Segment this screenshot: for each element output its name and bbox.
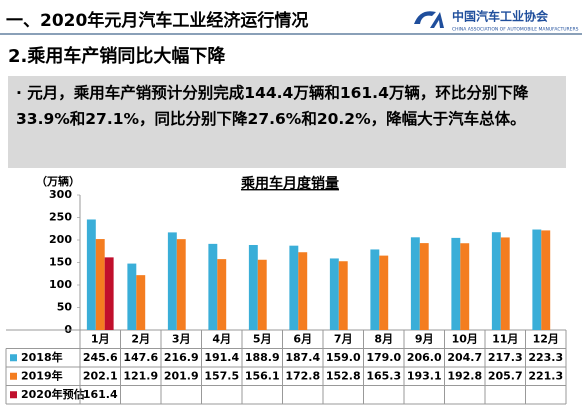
bar (451, 237, 461, 330)
table-value: 147.6 (123, 351, 158, 364)
table-value: 191.4 (204, 351, 239, 364)
bar (136, 275, 146, 330)
bar (532, 229, 542, 330)
table-value: 188.9 (245, 351, 280, 364)
bar (298, 252, 308, 330)
y-tick-label: 50 (57, 301, 73, 314)
legend-swatch (10, 354, 17, 362)
bar (86, 219, 96, 330)
x-tick-label: 6月 (293, 332, 312, 345)
x-tick-label: 1月 (91, 332, 110, 345)
table-value: 201.9 (164, 369, 199, 382)
x-tick-label: 9月 (415, 332, 434, 345)
table-value: 204.7 (447, 351, 482, 364)
bar (419, 243, 429, 330)
table-value: 157.5 (204, 369, 239, 382)
table-value: 206.0 (407, 351, 442, 364)
table-value: 172.8 (285, 369, 320, 382)
bar (248, 244, 258, 330)
x-tick-label: 8月 (374, 332, 393, 345)
x-tick-label: 3月 (172, 332, 191, 345)
x-tick-label: 5月 (253, 332, 272, 345)
table-value: 245.6 (83, 351, 118, 364)
bar (460, 243, 470, 330)
y-tick-label: 250 (49, 211, 72, 224)
table-value: 205.7 (488, 369, 523, 382)
table-value: 223.3 (528, 351, 563, 364)
slide-title: 一、2020年元月汽车工业经济运行情况 (6, 11, 309, 31)
table-value: 165.3 (366, 369, 401, 382)
legend-label: 2019年 (21, 368, 63, 382)
y-tick-label: 300 (49, 188, 72, 201)
x-tick-label: 12月 (533, 332, 559, 345)
divider (0, 33, 582, 35)
bar (289, 245, 299, 330)
bullet: · (16, 84, 28, 102)
table-value: 179.0 (366, 351, 401, 364)
bar (541, 230, 551, 330)
bar (104, 257, 114, 330)
table-value: 121.9 (123, 369, 158, 382)
x-tick-label: 4月 (212, 332, 231, 345)
chart: 乘用车月度销量 （万辆） 0501001502002503001月2月3月4月5… (5, 174, 567, 405)
legend-swatch (10, 372, 17, 380)
logo-mark (414, 11, 444, 28)
table-value: 152.8 (326, 369, 361, 382)
table-value: 216.9 (164, 351, 199, 364)
logo: 中国汽车工业协会 CHINA ASSOCIATION OF AUTOMOBILE… (414, 9, 579, 33)
x-tick-label: 7月 (334, 332, 353, 345)
bar (410, 237, 420, 330)
summary-text: 元月，乘用车产销预计分别完成144.4万辆和161.4万辆，环比分别下降33.9… (16, 84, 529, 128)
x-tick-label: 11月 (492, 332, 518, 345)
legend-label: 2020年预估 (21, 387, 85, 401)
y-tick-label: 100 (49, 278, 72, 291)
table-value: 217.3 (488, 351, 523, 364)
bar (257, 259, 267, 330)
table-value: 156.1 (245, 369, 280, 382)
bar (95, 239, 105, 330)
bar (208, 243, 218, 330)
bar (167, 232, 177, 330)
legend-label: 2018年 (21, 350, 63, 364)
bar (370, 249, 380, 330)
bar (491, 232, 501, 330)
logo-subtitle: CHINA ASSOCIATION OF AUTOMOBILE MANUFACT… (452, 27, 579, 33)
legend-swatch (10, 391, 17, 399)
bar (500, 237, 510, 330)
table-value: 192.8 (447, 369, 482, 382)
table-value: 161.4 (83, 388, 118, 401)
bar (217, 259, 227, 330)
logo-name: 中国汽车工业协会 (452, 9, 549, 24)
table-value: 187.4 (285, 351, 320, 364)
bar (329, 258, 339, 330)
summary-box: · 元月，乘用车产销预计分别完成144.4万辆和161.4万辆，环比分别下降33… (8, 76, 566, 168)
bar (127, 263, 137, 330)
bar (338, 261, 348, 330)
chart-title: 乘用车月度销量 (240, 175, 339, 192)
section-title: 2.乘用车产销同比大幅下降 (8, 46, 226, 67)
table-value: 202.1 (83, 369, 118, 382)
y-axis-label: （万辆） (36, 174, 80, 188)
x-tick-label: 10月 (452, 332, 478, 345)
table-value: 193.1 (407, 369, 442, 382)
y-tick-label: 150 (49, 256, 72, 269)
y-tick-label: 200 (49, 233, 72, 246)
table-value: 221.3 (528, 369, 563, 382)
bar (176, 239, 186, 330)
table-value: 159.0 (326, 351, 361, 364)
x-tick-label: 2月 (131, 332, 150, 345)
bar (379, 255, 389, 330)
